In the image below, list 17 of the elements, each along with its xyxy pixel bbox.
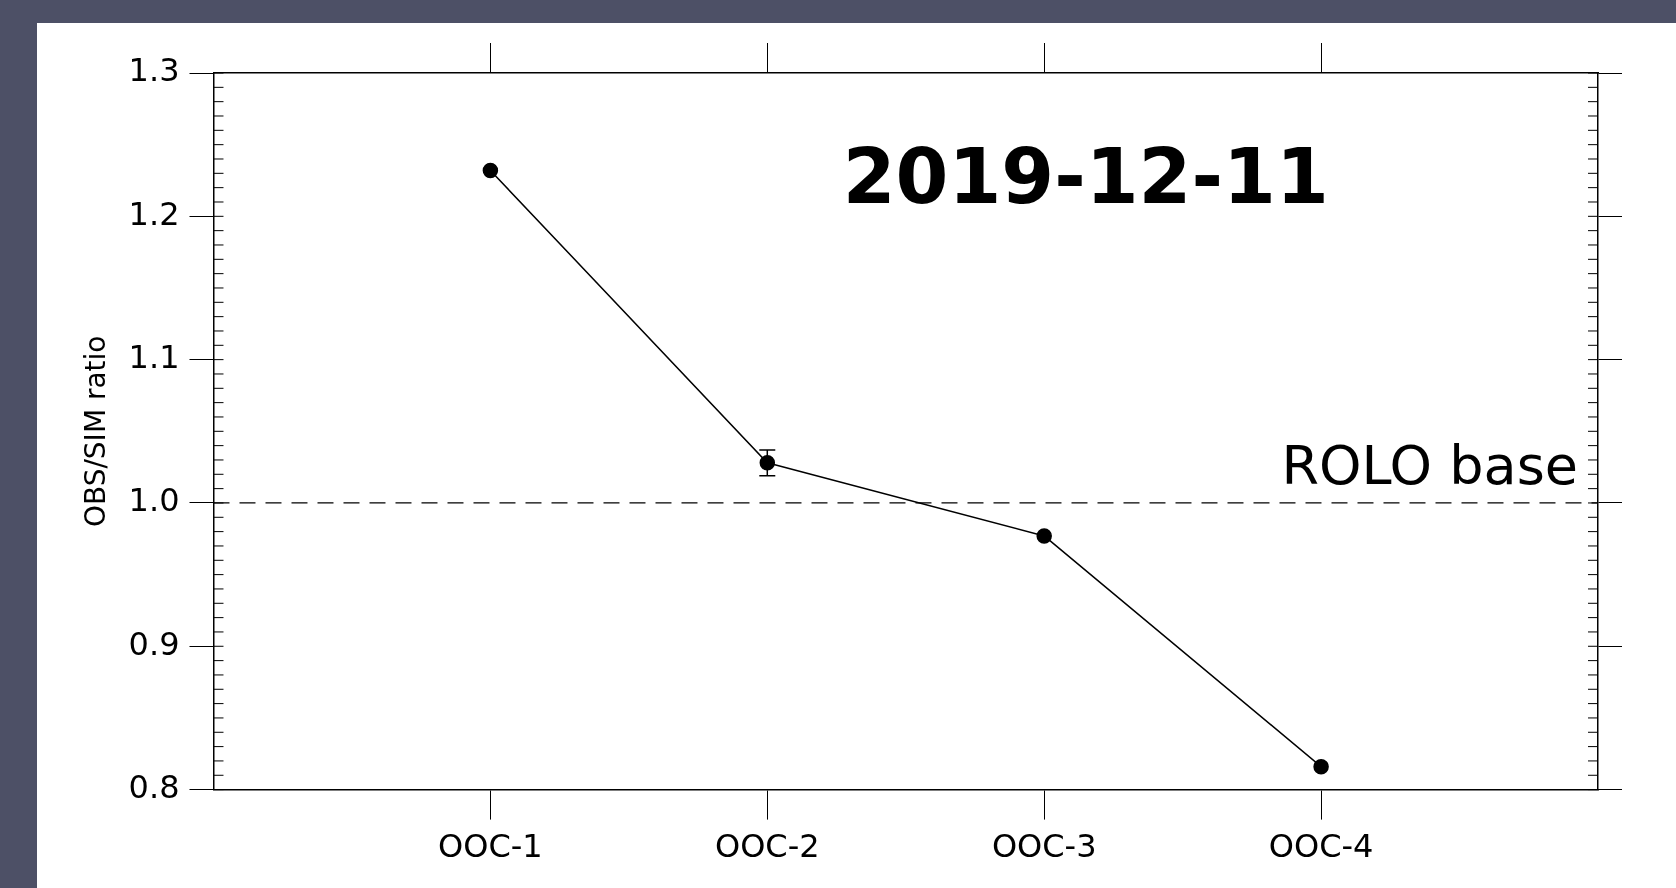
y-axis-title: OBS/SIM ratio: [79, 335, 113, 528]
x-tick-label: OOC-4: [1268, 827, 1374, 866]
point: [1036, 528, 1052, 544]
y-tick-label: 1.0: [128, 481, 180, 520]
y-tick-label: 1.3: [128, 51, 180, 90]
x-tick-label: OOC-3: [991, 827, 1097, 866]
point: [759, 455, 776, 471]
point: [1313, 758, 1329, 775]
ref-line-label: ROLO base: [1281, 433, 1578, 497]
y-tick-label: 0.8: [128, 767, 180, 806]
y-tick-label: 1.1: [128, 337, 180, 376]
annotation: 2019-12-11: [842, 131, 1329, 221]
x-tick-label: OOC-1: [438, 827, 543, 866]
y-tick-label: 1.2: [128, 194, 180, 233]
point: [482, 162, 499, 179]
y-tick-label: 0.9: [128, 624, 180, 663]
x-tick-label: OOC-2: [714, 827, 820, 866]
